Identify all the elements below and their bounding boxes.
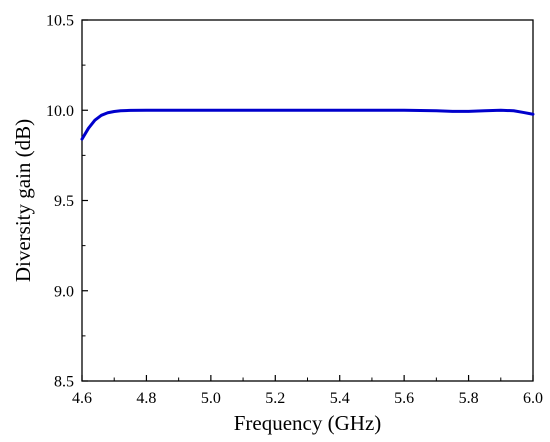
y-axis-title: Diversity gain (dB) [11, 119, 35, 282]
x-tick-label: 5.2 [265, 390, 285, 407]
x-tick-label: 5.4 [330, 390, 350, 407]
y-tick-label: 9.5 [54, 193, 74, 210]
x-tick-label: 4.6 [72, 390, 92, 407]
y-tick-label: 10.5 [46, 13, 74, 30]
x-tick-label: 5.8 [459, 390, 479, 407]
y-tick-label: 8.5 [54, 374, 74, 391]
series-line [80, 108, 535, 141]
x-tick-label: 5.0 [201, 390, 221, 407]
x-axis-title: Frequency (GHz) [234, 411, 382, 435]
y-tick-label: 9.0 [54, 283, 74, 300]
y-axis-ticks: 8.5 9.0 9.5 10.0 10.5 [46, 13, 88, 391]
x-tick-label: 6.0 [523, 390, 543, 407]
x-axis-ticks: 4.6 4.8 5.0 5.2 5.4 5.6 5.8 6.0 [72, 375, 543, 407]
series-layer [80, 108, 535, 141]
plot-frame [81, 19, 534, 382]
y-tick-label: 10.0 [46, 103, 74, 120]
x-tick-label: 5.6 [394, 390, 414, 407]
x-tick-label: 4.8 [136, 390, 156, 407]
